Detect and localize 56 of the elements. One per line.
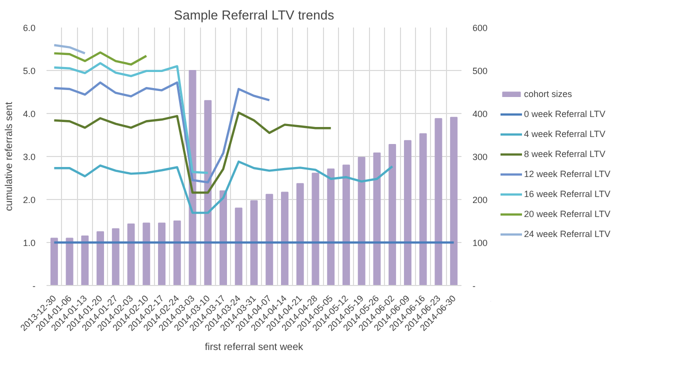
bar: [66, 238, 74, 286]
bar: [220, 190, 227, 286]
legend-label: 16 week Referral LTV: [524, 189, 610, 199]
bar: [327, 168, 335, 286]
legend-label: 20 week Referral LTV: [524, 209, 610, 219]
bar: [173, 220, 181, 286]
bar: [96, 231, 104, 286]
y2-tick-label: 500: [472, 66, 488, 76]
bar: [388, 144, 396, 286]
legend-label: 4 week Referral LTV: [524, 129, 606, 139]
bar: [342, 164, 350, 286]
legend-label: 12 week Referral LTV: [524, 169, 610, 179]
bar: [50, 238, 58, 286]
bar: [142, 222, 150, 286]
line-series: [53, 81, 270, 184]
bar: [373, 152, 381, 286]
line-series: [53, 160, 394, 214]
y2-tick-label: 600: [472, 23, 488, 33]
legend-label: 24 week Referral LTV: [524, 229, 610, 239]
y2-tick-label: 400: [472, 109, 488, 119]
bar: [419, 133, 427, 286]
y-axis-title: cumulative referrals sent: [4, 102, 15, 211]
bar: [266, 194, 274, 286]
legend-label: 8 week Referral LTV: [524, 149, 606, 159]
y-tick-label: 1.0: [22, 238, 36, 248]
y2-tick-label: 100: [472, 238, 488, 248]
y-tick-label: 2.0: [22, 195, 36, 205]
y2-tick-label: 200: [472, 195, 488, 205]
bar: [450, 116, 458, 286]
bar: [250, 200, 258, 286]
line-series: [53, 51, 148, 66]
bar: [204, 100, 212, 286]
chart-title: Sample Referral LTV trends: [174, 8, 335, 22]
bar: [358, 156, 366, 286]
y-tick-label: 4.0: [22, 109, 36, 119]
legend-label: cohort sizes: [524, 89, 572, 99]
bar: [127, 224, 135, 286]
bar: [404, 140, 412, 286]
bar: [234, 208, 242, 286]
y-tick-label: 5.0: [22, 66, 36, 76]
x-axis-title: first referral sent week: [204, 342, 304, 354]
bar: [158, 222, 166, 286]
y-tick-label: 6.0: [22, 23, 36, 33]
bar: [434, 118, 442, 286]
bar: [296, 183, 304, 286]
y-tick-label: 3.0: [22, 152, 36, 162]
bar: [281, 192, 288, 286]
y-tick-label: -: [32, 281, 36, 291]
line-series: [53, 62, 209, 174]
y2-tick-label: 300: [472, 152, 488, 162]
bar: [81, 236, 89, 286]
y2-tick-label: -: [472, 281, 476, 291]
bar: [312, 172, 320, 286]
legend-label: 0 week Referral LTV: [524, 109, 606, 119]
line-series: [53, 112, 332, 194]
bar: [112, 228, 120, 286]
